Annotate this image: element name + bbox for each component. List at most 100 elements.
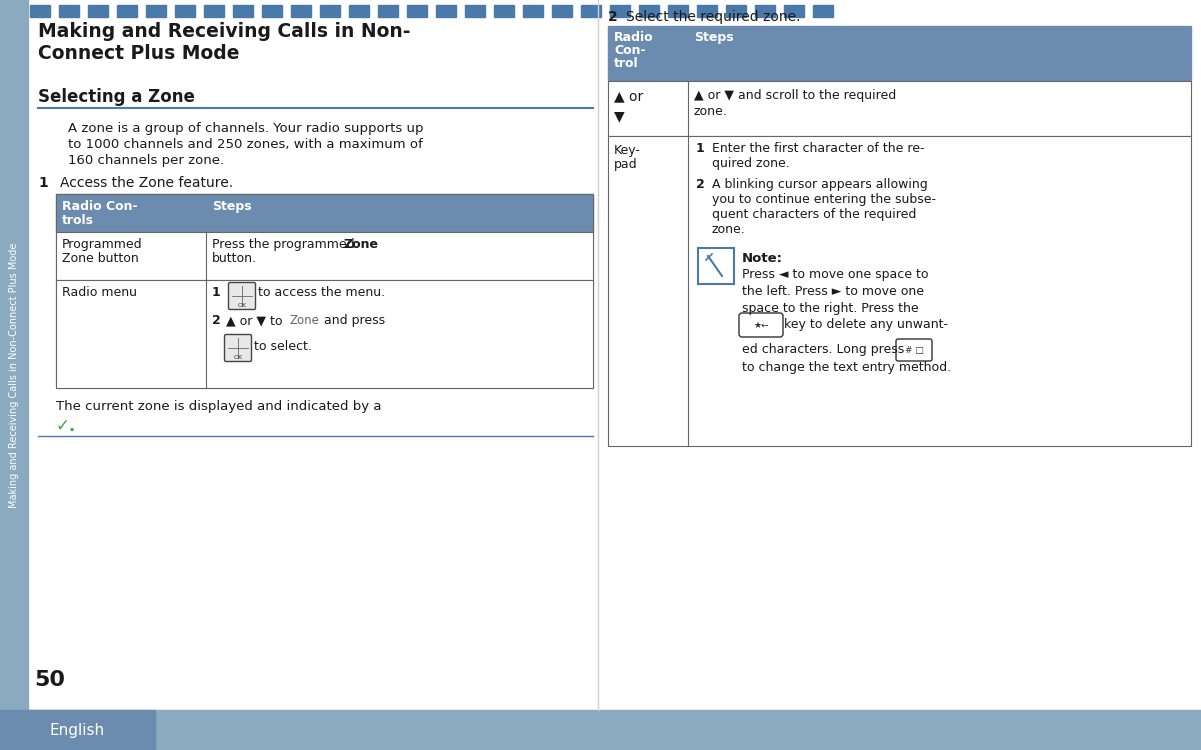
Text: Enter the first character of the re-: Enter the first character of the re- — [712, 142, 925, 155]
Bar — [0, 710, 155, 750]
Text: Con-: Con- — [614, 44, 646, 57]
Bar — [668, 5, 688, 17]
Bar — [608, 81, 1191, 136]
FancyBboxPatch shape — [225, 334, 251, 362]
Bar — [465, 5, 485, 17]
Text: Steps: Steps — [694, 31, 734, 44]
Text: 2: 2 — [608, 10, 617, 24]
Text: trols: trols — [62, 214, 94, 227]
Bar — [56, 194, 593, 388]
Text: and press: and press — [319, 314, 386, 327]
Text: 50: 50 — [35, 670, 66, 690]
Text: OK: OK — [238, 303, 246, 308]
Text: quired zone.: quired zone. — [712, 157, 790, 170]
Bar — [639, 5, 659, 17]
Text: Press ◄ to move one space to: Press ◄ to move one space to — [742, 268, 928, 281]
Bar — [349, 5, 369, 17]
Text: trol: trol — [614, 57, 639, 70]
Text: ★←: ★← — [753, 320, 769, 329]
Bar — [291, 5, 311, 17]
Text: pad: pad — [614, 158, 638, 171]
Bar — [813, 5, 833, 17]
Text: ▲ or ▼ to: ▲ or ▼ to — [226, 314, 287, 327]
Bar — [608, 136, 1191, 446]
Text: 2: 2 — [213, 314, 221, 327]
Bar — [262, 5, 282, 17]
Bar — [116, 5, 137, 17]
Text: 1: 1 — [38, 176, 48, 190]
Bar — [0, 710, 1201, 750]
Bar — [56, 280, 593, 388]
Text: to select.: to select. — [253, 340, 312, 353]
Text: Key-: Key- — [614, 144, 641, 157]
FancyBboxPatch shape — [739, 313, 783, 337]
Text: The current zone is displayed and indicated by a: The current zone is displayed and indica… — [56, 400, 382, 413]
Bar — [59, 5, 79, 17]
Text: Making and Receiving Calls in Non-Connect Plus Mode: Making and Receiving Calls in Non-Connec… — [8, 242, 19, 508]
Text: Note:: Note: — [742, 252, 783, 265]
Text: English: English — [50, 722, 104, 737]
Text: ▲ or: ▲ or — [614, 89, 644, 103]
Text: Steps: Steps — [213, 200, 252, 213]
Bar — [725, 5, 746, 17]
Text: Radio: Radio — [614, 31, 653, 44]
Text: # □: # □ — [904, 346, 924, 355]
Bar — [522, 5, 543, 17]
Text: button.: button. — [213, 252, 257, 265]
Bar — [56, 194, 593, 232]
FancyBboxPatch shape — [896, 339, 932, 361]
Text: Zone: Zone — [343, 238, 378, 251]
Text: Zone: Zone — [289, 314, 319, 327]
Text: ▲ or ▼ and scroll to the required: ▲ or ▼ and scroll to the required — [694, 89, 896, 102]
Bar — [30, 5, 50, 17]
Text: space to the right. Press the: space to the right. Press the — [742, 302, 919, 315]
Bar — [784, 5, 803, 17]
Text: to access the menu.: to access the menu. — [258, 286, 386, 299]
Text: Programmed: Programmed — [62, 238, 143, 251]
Bar — [552, 5, 572, 17]
Bar — [147, 5, 166, 17]
Bar — [698, 248, 734, 284]
Bar — [319, 5, 340, 17]
Text: to 1000 channels and 250 zones, with a maximum of: to 1000 channels and 250 zones, with a m… — [68, 138, 423, 151]
Text: ed characters. Long press: ed characters. Long press — [742, 343, 904, 356]
Bar — [494, 5, 514, 17]
Text: Making and Receiving Calls in Non-: Making and Receiving Calls in Non- — [38, 22, 411, 41]
Bar — [608, 26, 1191, 81]
Text: Zone button: Zone button — [62, 252, 139, 265]
Text: key to delete any unwant-: key to delete any unwant- — [784, 318, 948, 331]
Text: Select the required zone.: Select the required zone. — [626, 10, 801, 24]
Text: zone.: zone. — [694, 105, 728, 118]
Bar — [755, 5, 775, 17]
Text: to change the text entry method.: to change the text entry method. — [742, 361, 951, 374]
Text: Selecting a Zone: Selecting a Zone — [38, 88, 195, 106]
Text: Access the Zone feature.: Access the Zone feature. — [60, 176, 233, 190]
Text: 1: 1 — [697, 142, 705, 155]
Bar — [204, 5, 225, 17]
Bar — [697, 5, 717, 17]
Text: zone.: zone. — [712, 223, 746, 236]
Text: A zone is a group of channels. Your radio supports up: A zone is a group of channels. Your radi… — [68, 122, 424, 135]
Bar — [378, 5, 398, 17]
Bar — [88, 5, 108, 17]
Text: the left. Press ► to move one: the left. Press ► to move one — [742, 285, 924, 298]
Text: Press the programmed: Press the programmed — [213, 238, 359, 251]
Text: 2: 2 — [697, 178, 705, 191]
Bar — [56, 232, 593, 280]
Text: you to continue entering the subse-: you to continue entering the subse- — [712, 193, 936, 206]
Text: quent characters of the required: quent characters of the required — [712, 208, 916, 221]
Text: A blinking cursor appears allowing: A blinking cursor appears allowing — [712, 178, 927, 191]
Bar — [436, 5, 456, 17]
Text: 160 channels per zone.: 160 channels per zone. — [68, 154, 225, 167]
Bar — [175, 5, 195, 17]
Text: 1: 1 — [213, 286, 221, 299]
Text: ▼: ▼ — [614, 109, 625, 123]
Text: Radio Con-: Radio Con- — [62, 200, 138, 213]
Text: Connect Plus Mode: Connect Plus Mode — [38, 44, 239, 63]
Text: Radio menu: Radio menu — [62, 286, 137, 299]
Text: ✓.: ✓. — [56, 417, 76, 435]
Bar — [581, 5, 600, 17]
Text: OK: OK — [233, 355, 243, 360]
Bar — [407, 5, 428, 17]
Bar — [233, 5, 253, 17]
